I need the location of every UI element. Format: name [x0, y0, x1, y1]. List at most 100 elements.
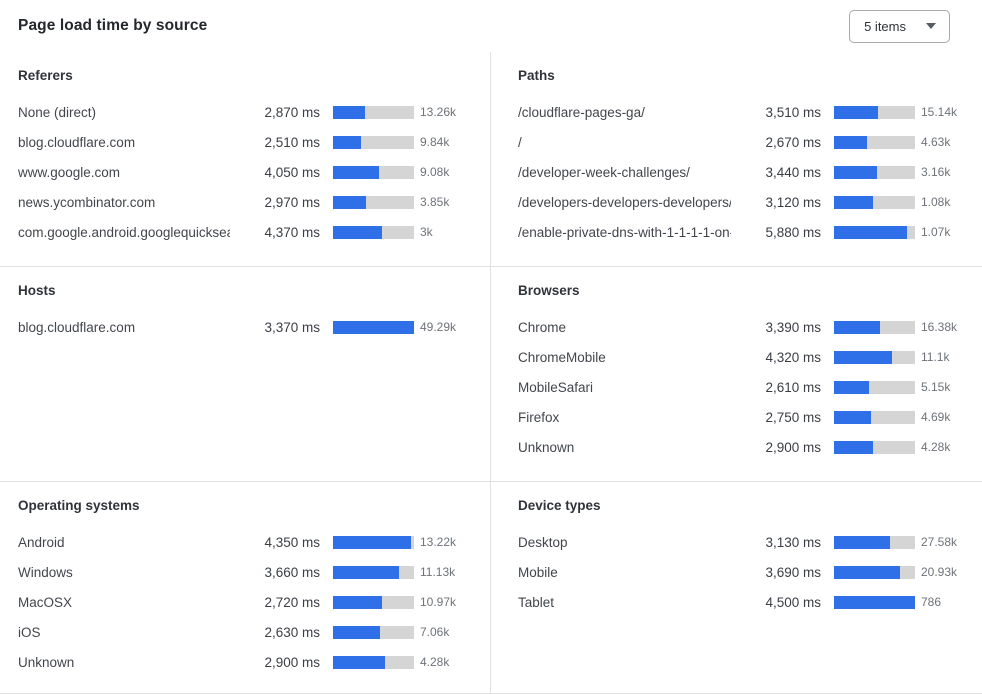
row-load-time: 4,320 ms — [765, 349, 821, 365]
row-count: 3k — [420, 225, 433, 239]
row-label: news.ycombinator.com — [18, 194, 156, 210]
metric-row[interactable]: blog.cloudflare.com 3,370 ms 49.29k — [18, 312, 466, 342]
row-bar-track — [333, 655, 414, 669]
row-bar-fill — [834, 410, 872, 424]
row-bar-fill — [834, 440, 874, 454]
row-count: 10.97k — [420, 595, 457, 609]
row-bar-track — [333, 565, 414, 579]
metric-row[interactable]: news.ycombinator.com 2,970 ms 3.85k — [18, 187, 466, 217]
metric-row[interactable]: ChromeMobile 4,320 ms 11.1k — [518, 342, 967, 372]
row-label: /cloudflare-pages-ga/ — [518, 104, 645, 120]
row-count: 3.16k — [921, 165, 951, 179]
panel-title-browsers: Browsers — [518, 283, 580, 298]
row-count: 4.69k — [921, 410, 951, 424]
panels-grid: Referers None (direct) 2,870 ms 13.26k blog.… — [0, 52, 982, 694]
row-load-time: 2,870 ms — [264, 104, 320, 120]
row-load-time: 3,660 ms — [264, 564, 320, 580]
row-count: 49.29k — [420, 320, 457, 334]
metric-row[interactable]: /developers-developers-developers/3,120 … — [518, 187, 967, 217]
panel-paths: Paths/cloudflare-pages-ga/3,510 ms 15.14k… — [491, 52, 982, 267]
row-label: blog.cloudflare.com — [18, 319, 136, 335]
metric-row[interactable]: www.google.com 4,050 ms 9.08k — [18, 157, 466, 187]
row-bar-fill — [333, 105, 366, 119]
row-bar-track — [333, 195, 414, 209]
page-title: Page load time by source — [18, 17, 208, 34]
row-label: Windows — [18, 564, 73, 580]
metric-row[interactable]: blog.cloudflare.com 2,510 ms 9.84k — [18, 127, 466, 157]
row-count: 4.63k — [921, 135, 951, 149]
metric-row[interactable]: Android 4,350 ms 13.22k — [18, 527, 466, 557]
row-bar-track — [834, 565, 915, 579]
row-bar-track — [834, 320, 915, 334]
row-bar-fill — [333, 195, 367, 209]
row-bar-fill — [834, 135, 868, 149]
row-load-time: 5,880 ms — [765, 224, 821, 240]
row-load-time: 4,350 ms — [264, 534, 320, 550]
row-bar-fill — [834, 165, 877, 179]
metric-row[interactable]: Windows 3,660 ms 11.13k — [18, 557, 466, 587]
metric-row[interactable]: /enable-private-dns-with-1-1-1-1-on-... 5… — [518, 217, 967, 247]
metric-row[interactable]: Mobile 3,690 ms 20.93k — [518, 557, 967, 587]
row-load-time: 2,900 ms — [264, 654, 320, 670]
metric-row[interactable]: Unknown 2,900 ms 4.28k — [18, 647, 466, 677]
panel-title-operating-systems: Operating systems — [18, 498, 140, 513]
row-label: MobileSafari — [518, 379, 594, 395]
panel-hosts: Hosts blog.cloudflare.com 3,370 ms 49.29k — [0, 267, 491, 482]
row-bar-track — [333, 535, 414, 549]
metric-row[interactable]: Tablet 4,500 ms 786 — [518, 587, 967, 617]
row-bar-fill — [333, 225, 383, 239]
widget-header: Page load time by source 5 items — [0, 0, 982, 52]
row-bar-track — [834, 440, 915, 454]
row-bar-track — [834, 135, 915, 149]
metric-row[interactable]: /cloudflare-pages-ga/3,510 ms 15.14k — [518, 97, 967, 127]
row-count: 5.15k — [921, 380, 951, 394]
metric-row[interactable]: Desktop 3,130 ms 27.58k — [518, 527, 967, 557]
metric-row[interactable]: /developer-week-challenges/3,440 ms 3.16k — [518, 157, 967, 187]
row-bar-fill — [333, 565, 399, 579]
row-label: Android — [18, 534, 65, 550]
row-count: 1.08k — [921, 195, 951, 209]
row-label: ChromeMobile — [518, 349, 606, 365]
row-count: 7.06k — [420, 625, 450, 639]
row-label: blog.cloudflare.com — [18, 134, 136, 150]
row-load-time: 4,050 ms — [264, 164, 320, 180]
panel-device-types: Device types Desktop 3,130 ms 27.58k Mobile 3… — [491, 482, 982, 694]
row-bar-fill — [834, 195, 873, 209]
metric-row[interactable]: iOS 2,630 ms 7.06k — [18, 617, 466, 647]
panel-title-device-types: Device types — [518, 498, 601, 513]
row-bar-track — [834, 595, 915, 609]
metric-row[interactable]: MobileSafari 2,610 ms 5.15k — [518, 372, 967, 402]
items-count-dropdown-value: 5 items — [864, 18, 906, 34]
metric-row[interactable]: Unknown 2,900 ms 4.28k — [518, 432, 967, 462]
row-load-time: 4,370 ms — [264, 224, 320, 240]
row-count: 15.14k — [921, 105, 958, 119]
row-label: iOS — [18, 624, 41, 640]
row-load-time: 3,690 ms — [765, 564, 821, 580]
row-bar-track — [834, 410, 915, 424]
row-load-time: 3,370 ms — [264, 319, 320, 335]
metric-row[interactable]: com.google.android.googlequicksearc... 4,… — [18, 217, 466, 247]
metric-row[interactable]: Firefox 2,750 ms 4.69k — [518, 402, 967, 432]
metric-row[interactable]: None (direct) 2,870 ms 13.26k — [18, 97, 466, 127]
row-bar-fill — [834, 105, 878, 119]
row-label: / — [518, 134, 522, 150]
row-load-time: 2,720 ms — [264, 594, 320, 610]
row-bar-fill — [333, 135, 362, 149]
row-count: 11.1k — [921, 350, 950, 364]
metric-row[interactable]: Chrome 3,390 ms 16.38k — [518, 312, 967, 342]
row-count: 4.28k — [420, 655, 450, 669]
row-label: Unknown — [518, 439, 575, 455]
row-bar-fill — [333, 535, 412, 549]
row-bar-fill — [834, 320, 880, 334]
row-count: 786 — [921, 595, 942, 609]
metric-row[interactable]: MacOSX 2,720 ms 10.97k — [18, 587, 466, 617]
items-count-dropdown[interactable]: 5 items — [849, 9, 950, 43]
metric-row[interactable]: / 2,670 ms 4.63k — [518, 127, 967, 157]
row-load-time: 3,510 ms — [765, 104, 821, 120]
row-label: Mobile — [518, 564, 558, 580]
row-label: com.google.android.googlequicksearc... — [18, 224, 230, 240]
row-bar-track — [333, 225, 414, 239]
row-label: MacOSX — [18, 594, 73, 610]
row-bar-fill — [333, 320, 414, 334]
row-load-time: 2,670 ms — [765, 134, 821, 150]
